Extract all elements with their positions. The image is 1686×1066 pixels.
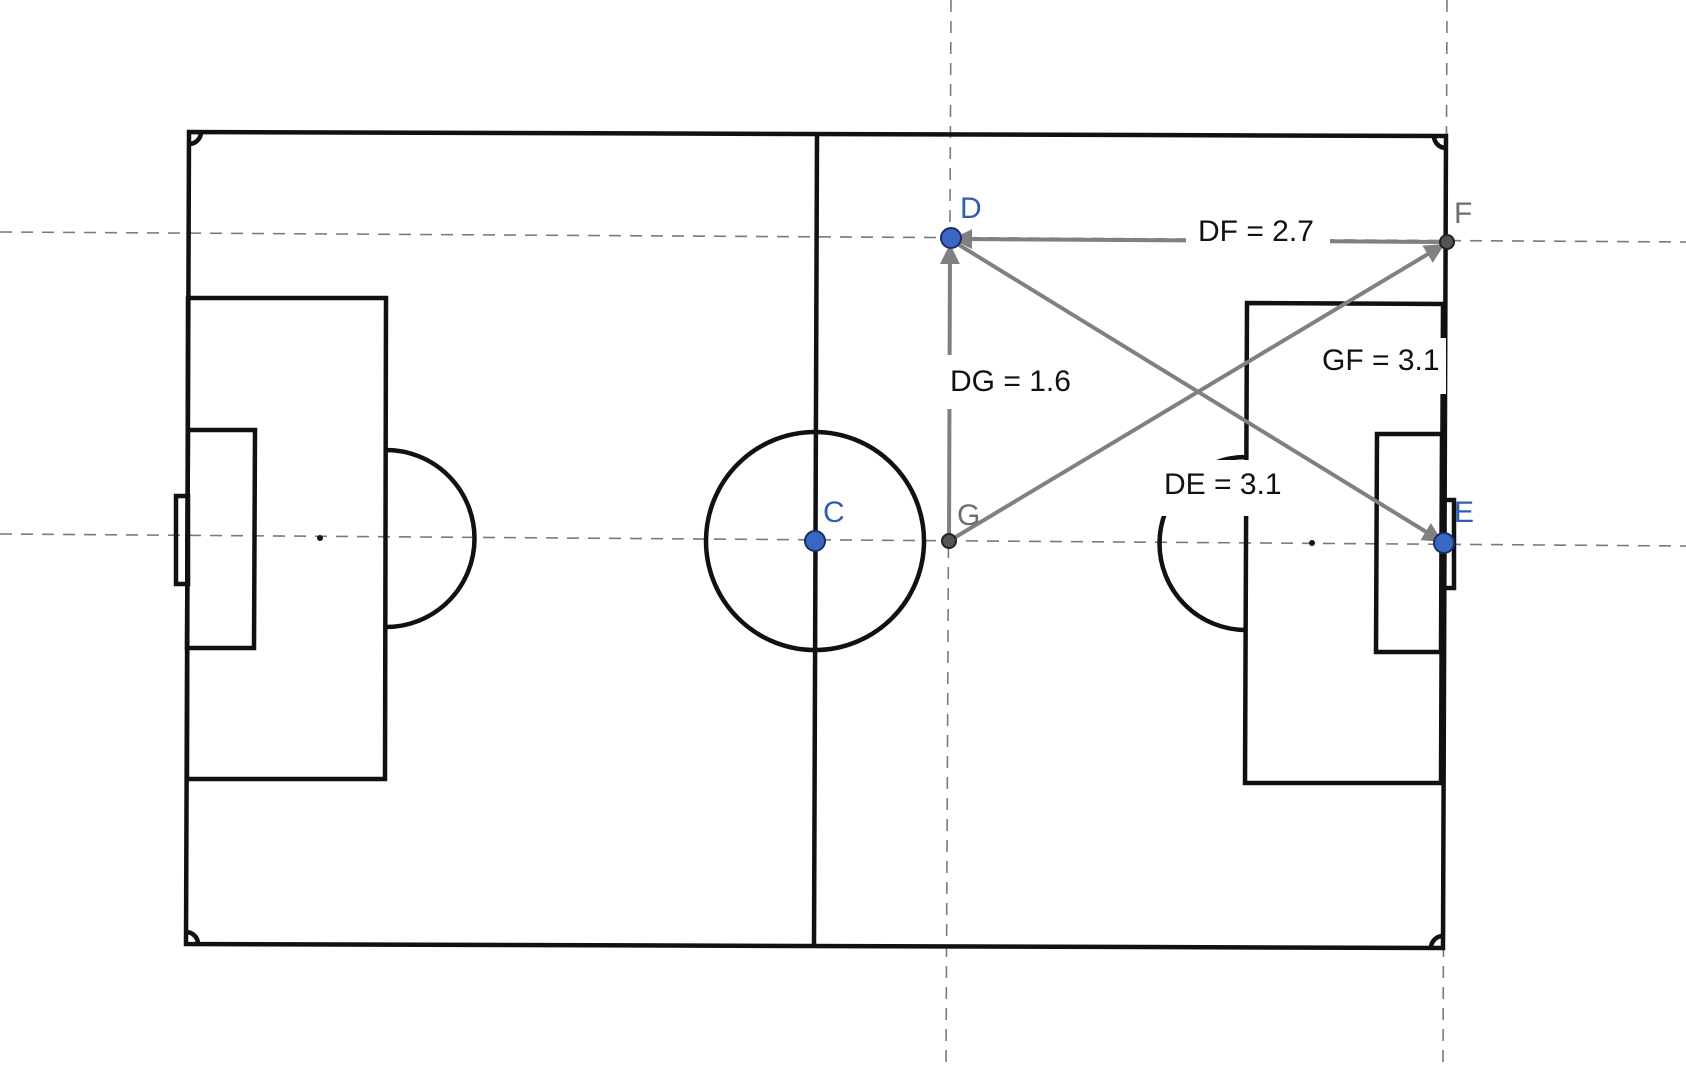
left-penalty-area — [184, 295, 389, 782]
left-penalty-spot — [317, 535, 323, 541]
points — [804, 227, 1455, 554]
corner-arc-bottom-right — [1428, 933, 1444, 949]
vector-d-to-e[interactable] — [949, 238, 1443, 543]
point-g-label: G — [957, 499, 980, 532]
point-e-label: E — [1454, 496, 1474, 529]
df-label-background — [1186, 212, 1330, 250]
point-c[interactable] — [804, 530, 826, 552]
left-goal-area — [184, 427, 258, 651]
right-penalty-spot — [1309, 540, 1315, 546]
corner-arc-bottom-left — [185, 929, 201, 945]
pitch-markings — [173, 129, 1457, 951]
vector-g-to-f[interactable] — [947, 243, 1445, 543]
point-labels: C D E F G — [823, 192, 1474, 532]
corner-arc-top-right — [1431, 135, 1447, 151]
point-f[interactable] — [1439, 234, 1455, 250]
point-d-label: D — [960, 192, 982, 225]
left-penalty-arc — [385, 447, 477, 630]
corner-arc-top-left — [188, 131, 204, 147]
centre-circle — [703, 429, 927, 653]
point-c-label: C — [823, 496, 845, 529]
point-f-label: F — [1454, 197, 1472, 230]
de-label-background — [1160, 460, 1290, 516]
horizontal-guide-through-d — [0, 231, 1686, 243]
point-d[interactable] — [940, 227, 962, 249]
dg-label-background — [946, 355, 1088, 409]
horizontal-guide-through-c — [0, 533, 1686, 547]
measure-gf[interactable]: GF = 3.1 — [1322, 344, 1440, 377]
right-goal-area — [1373, 431, 1445, 655]
left-goal — [173, 493, 191, 587]
gf-label-background — [1316, 338, 1446, 394]
point-g[interactable] — [941, 533, 957, 549]
measure-dg[interactable]: DG = 1.6 — [950, 365, 1071, 398]
point-e[interactable] — [1433, 532, 1455, 554]
measure-de[interactable]: DE = 3.1 — [1164, 468, 1282, 501]
measurement-labels: DF = 2.7 GF = 3.1 DG = 1.6 DE = 3.1 — [946, 212, 1446, 516]
measure-df[interactable]: DF = 2.7 — [1198, 215, 1314, 248]
right-goal — [1439, 497, 1457, 591]
